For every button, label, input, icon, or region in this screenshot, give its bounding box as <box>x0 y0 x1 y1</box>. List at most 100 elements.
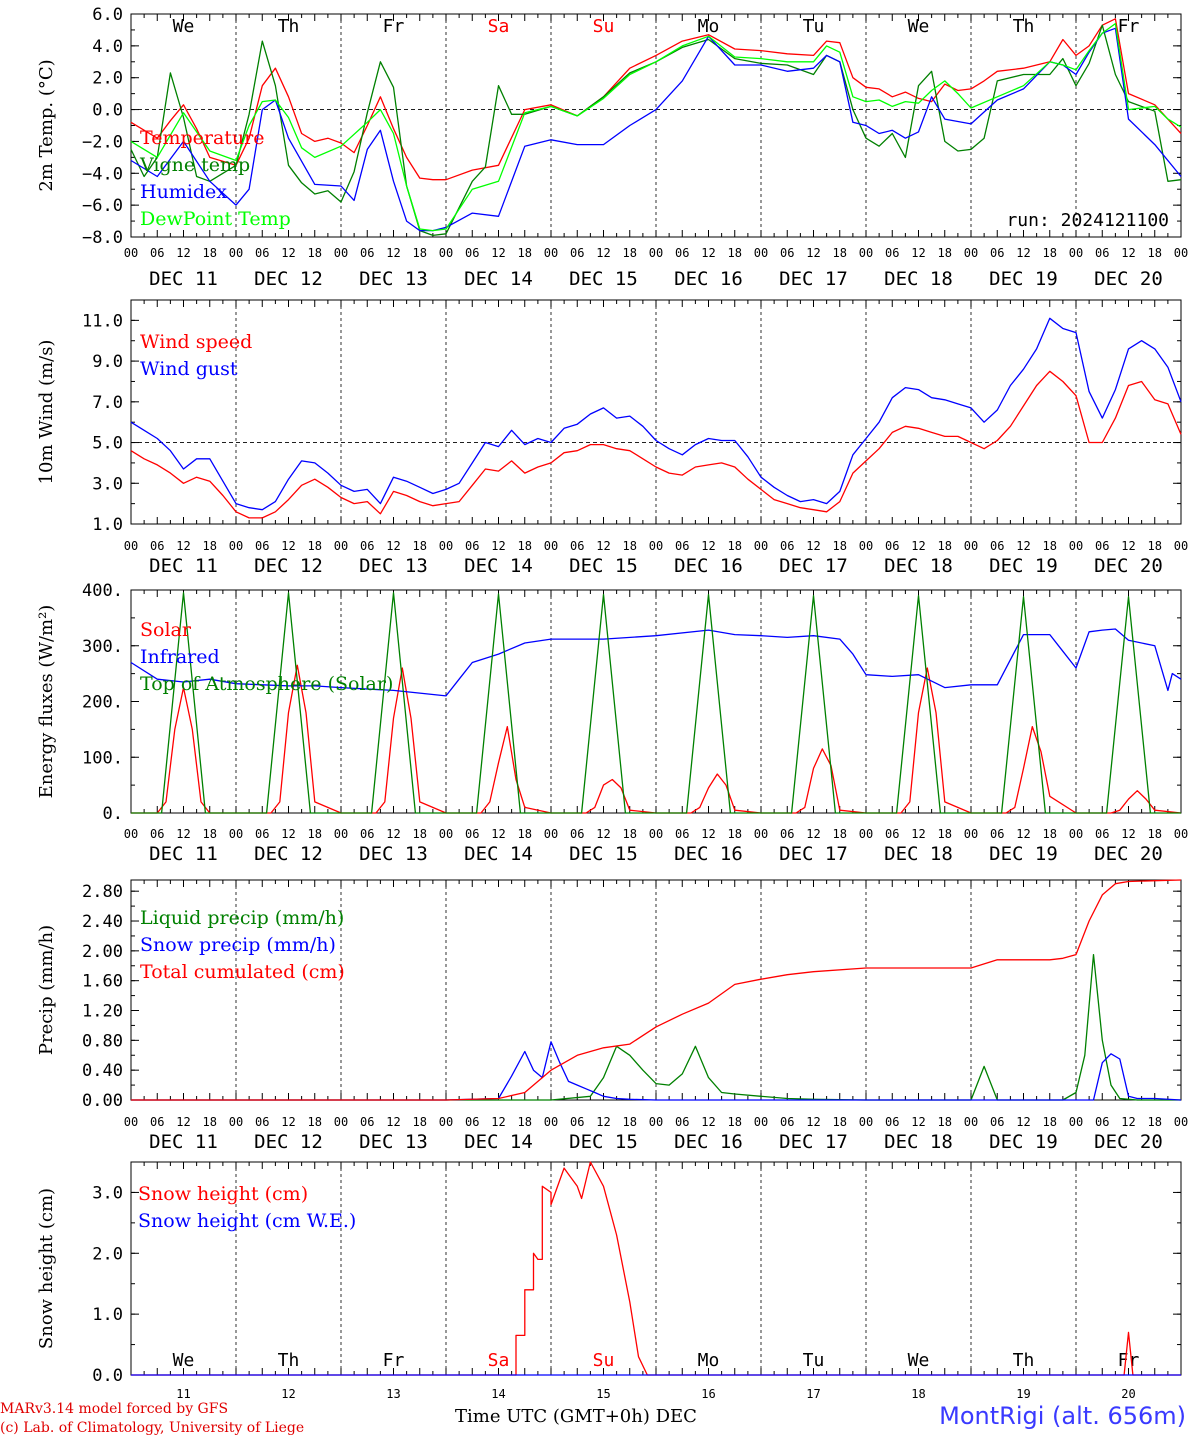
y-tick-label: 1.0 <box>92 1305 123 1325</box>
y-tick-label: 2.40 <box>82 912 123 932</box>
day-label: DEC 20 <box>1094 268 1163 290</box>
hour-tick-label: 12 <box>386 1115 400 1129</box>
hour-tick-label: 00 <box>859 539 873 553</box>
hour-tick-label: 00 <box>1069 1115 1083 1129</box>
day-label: DEC 12 <box>254 555 323 577</box>
weekday-label: We <box>908 1350 930 1371</box>
y-tick-label: 300. <box>82 637 123 657</box>
day-number-label: 15 <box>596 1387 610 1401</box>
hour-tick-label: 18 <box>413 1115 427 1129</box>
day-number-label: 17 <box>806 1387 820 1401</box>
y-tick-label: 2.00 <box>82 942 123 962</box>
hour-tick-label: 06 <box>885 827 899 841</box>
hour-tick-label: 06 <box>255 827 269 841</box>
hour-tick-label: 06 <box>360 1115 374 1129</box>
hour-tick-label: 00 <box>124 1115 138 1129</box>
legend-entry: DewPoint Temp <box>140 208 291 230</box>
hour-tick-label: 18 <box>1148 827 1162 841</box>
legend-entry: Top of Atmosphere (Solar) <box>140 673 393 695</box>
day-label: DEC 19 <box>989 1131 1058 1153</box>
hour-tick-label: 12 <box>1016 1115 1030 1129</box>
series-line-total-cumulated-cm- <box>131 879 1182 1101</box>
hour-tick-label: 00 <box>1069 827 1083 841</box>
series-line-snow-precip-mm-h- <box>131 1041 1182 1101</box>
hour-tick-label: 06 <box>150 1115 164 1129</box>
hour-tick-label: 06 <box>465 827 479 841</box>
y-tick-label: 0.0 <box>92 1366 123 1386</box>
y-tick-label: 2.0 <box>92 1244 123 1264</box>
day-label: DEC 15 <box>569 1131 638 1153</box>
hour-tick-label: 06 <box>570 827 584 841</box>
legend-entry: Liquid precip (mm/h) <box>140 907 344 929</box>
series-line-liquid-precip-mm-h- <box>131 953 1181 1101</box>
legend-entry: Wind gust <box>140 358 238 380</box>
y-tick-label: 400. <box>82 581 123 601</box>
day-label: DEC 16 <box>674 555 743 577</box>
hour-tick-label: 00 <box>124 539 138 553</box>
hour-tick-label: 00 <box>1069 539 1083 553</box>
y-tick-label: 1.60 <box>82 972 123 992</box>
hour-tick-label: 12 <box>1121 246 1135 260</box>
y-axis-title: Precip (mm/h) <box>36 925 57 1055</box>
hour-tick-label: 06 <box>255 1115 269 1129</box>
hour-tick-label: 18 <box>308 1115 322 1129</box>
hour-tick-label: 00 <box>544 827 558 841</box>
weekday-label: We <box>908 16 930 37</box>
hour-tick-label: 18 <box>203 1115 217 1129</box>
hour-tick-label: 00 <box>859 1115 873 1129</box>
hour-tick-label: 18 <box>833 827 847 841</box>
hour-tick-label: 00 <box>649 539 663 553</box>
model-credit: MARv3.14 model forced by GFS <box>0 1401 229 1417</box>
y-tick-label: 1.0 <box>92 515 123 535</box>
legend-entry: Infrared <box>140 646 220 668</box>
legend-entry: Vigne temp <box>139 154 250 176</box>
day-label: DEC 16 <box>674 1131 743 1153</box>
hour-tick-label: 00 <box>334 539 348 553</box>
y-tick-label: 200. <box>82 693 123 713</box>
hour-tick-label: 06 <box>465 539 479 553</box>
hour-tick-label: 00 <box>649 827 663 841</box>
weekday-label: Th <box>278 16 300 37</box>
hour-tick-label: 18 <box>1148 539 1162 553</box>
y-tick-label: 6.0 <box>92 5 123 25</box>
day-label: DEC 16 <box>674 843 743 865</box>
hour-tick-label: 12 <box>491 1115 505 1129</box>
hour-tick-label: 12 <box>176 539 190 553</box>
hour-tick-label: 00 <box>124 246 138 260</box>
copyright-credit: (c) Lab. of Climatology, University of L… <box>0 1420 305 1436</box>
hour-tick-label: 18 <box>833 246 847 260</box>
hour-tick-label: 06 <box>570 1115 584 1129</box>
day-label: DEC 17 <box>779 555 848 577</box>
day-label: DEC 18 <box>884 843 953 865</box>
hour-tick-label: 18 <box>728 539 742 553</box>
hour-tick-label: 00 <box>964 1115 978 1129</box>
run-label: run: 2024121100 <box>1006 210 1169 231</box>
hour-tick-label: 00 <box>964 827 978 841</box>
hour-tick-label: 12 <box>701 827 715 841</box>
y-tick-label: 4.0 <box>92 37 123 57</box>
y-tick-label: 3.0 <box>92 1183 123 1203</box>
day-label: DEC 14 <box>464 843 533 865</box>
hour-tick-label: 12 <box>1016 827 1030 841</box>
hour-tick-label: 00 <box>1174 1115 1188 1129</box>
hour-tick-label: 18 <box>518 539 532 553</box>
day-label: DEC 18 <box>884 268 953 290</box>
hour-tick-label: 12 <box>386 827 400 841</box>
legend-entry: Solar <box>140 619 192 641</box>
hour-tick-label: 12 <box>1121 1115 1135 1129</box>
station-name: MontRigi (alt. 656m) <box>939 1402 1186 1430</box>
hour-tick-label: 18 <box>833 1115 847 1129</box>
hour-tick-label: 12 <box>491 539 505 553</box>
day-label: DEC 19 <box>989 555 1058 577</box>
footer-credits: MARv3.14 model forced by GFS (c) Lab. of… <box>0 1400 304 1438</box>
hour-tick-label: 00 <box>334 1115 348 1129</box>
day-label: DEC 12 <box>254 268 323 290</box>
hour-tick-label: 00 <box>754 827 768 841</box>
hour-tick-label: 18 <box>623 827 637 841</box>
weekday-label: Fr <box>383 1350 405 1371</box>
hour-tick-label: 12 <box>806 1115 820 1129</box>
y-tick-label: 2.0 <box>92 69 123 89</box>
hour-tick-label: 06 <box>990 246 1004 260</box>
hour-tick-label: 06 <box>675 246 689 260</box>
panel-frame <box>130 589 1182 814</box>
